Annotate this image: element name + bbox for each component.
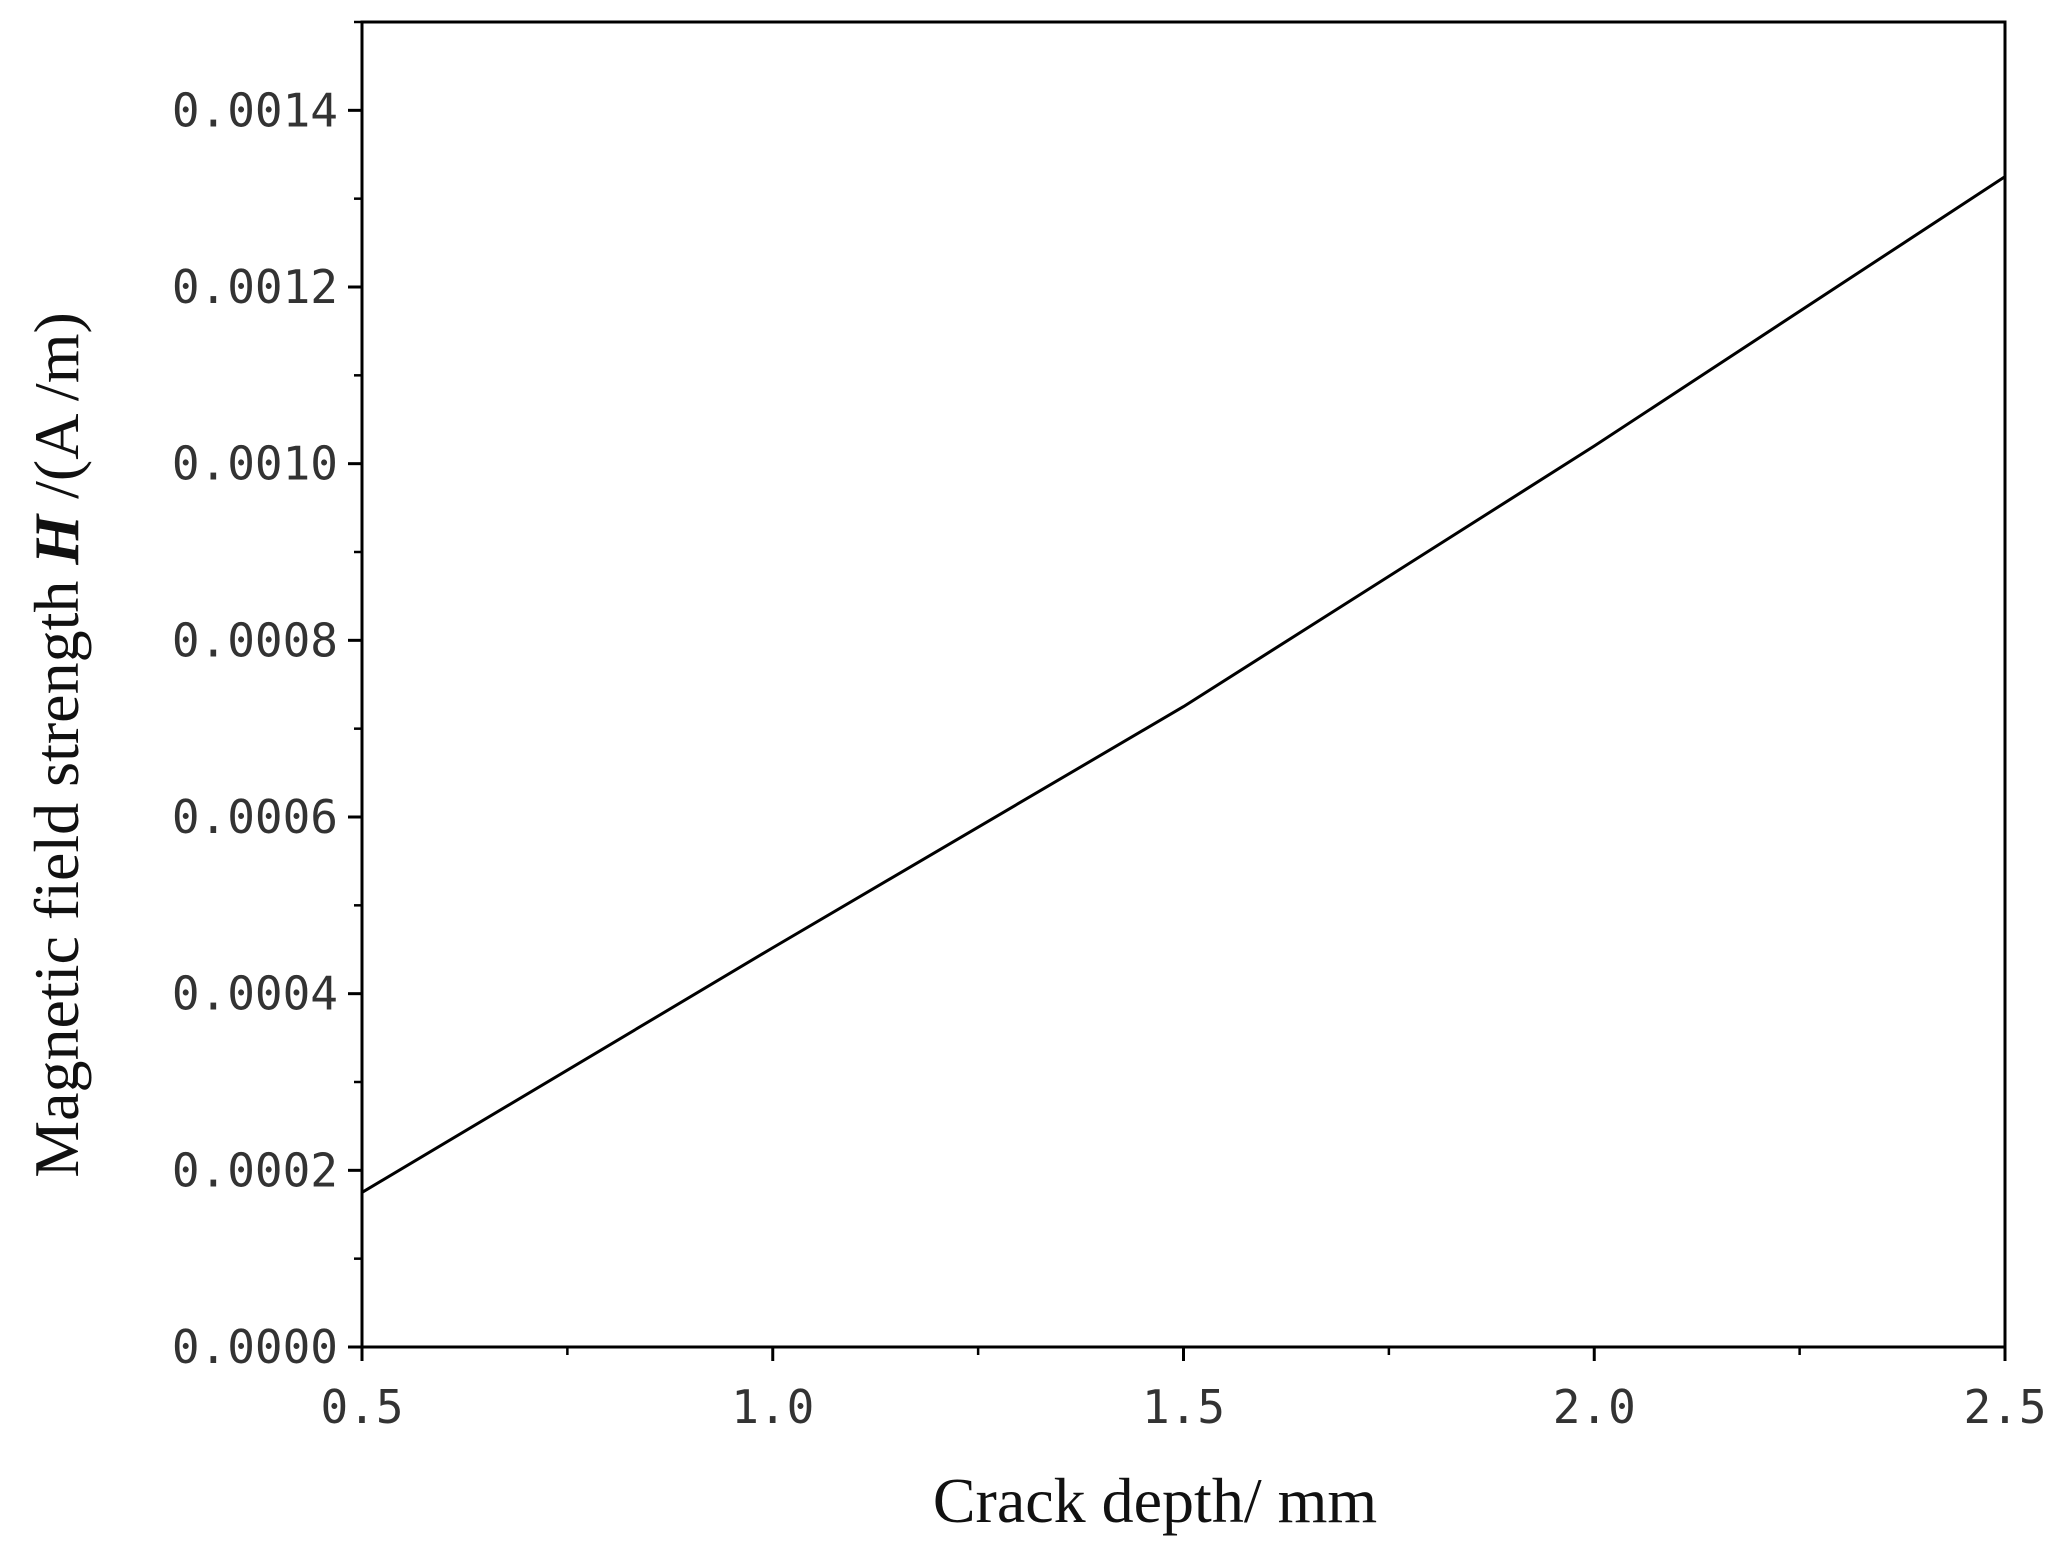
plot-border (360, 20, 2007, 1349)
x-tick-label: 1.5 (1142, 1380, 1225, 1434)
y-tick-label: 0.0012 (172, 260, 338, 314)
y-tick-label: 0.0004 (172, 967, 338, 1021)
x-tick-label: 1.0 (731, 1380, 814, 1434)
y-tick-label: 0.0010 (172, 437, 338, 491)
x-tick-label: 0.5 (320, 1380, 403, 1434)
x-tick-label: 2.0 (1553, 1380, 1636, 1434)
x-axis-title: Crack depth/ mm (933, 1465, 1377, 1536)
y-tick-label: 0.0000 (172, 1320, 338, 1374)
y-tick-label: 0.0008 (172, 613, 338, 667)
x-axis-ticks: 0.5 1.0 1.5 2.0 2.5 (320, 1347, 2047, 1434)
x-tick-label: 2.5 (1963, 1380, 2046, 1434)
y-axis-title-suffix: /(A /m) (21, 312, 92, 515)
y-axis-ticks: 0.0000 0.0002 0.0004 0.0006 0.0008 0.0010 0.00… (172, 20, 362, 1374)
y-axis-title-symbol: H (21, 513, 92, 566)
series-line (361, 175, 2006, 1194)
y-tick-label: 0.0006 (172, 790, 338, 844)
y-tick-label: 0.0014 (172, 83, 338, 137)
plot-frame (360, 20, 2007, 1349)
y-axis-title-prefix: Magnetic field strength (21, 565, 92, 1178)
y-axis-title: Magnetic field strength H /(A /m) (21, 312, 92, 1178)
series-layer (361, 175, 2006, 1194)
y-tick-label: 0.0002 (172, 1143, 338, 1197)
